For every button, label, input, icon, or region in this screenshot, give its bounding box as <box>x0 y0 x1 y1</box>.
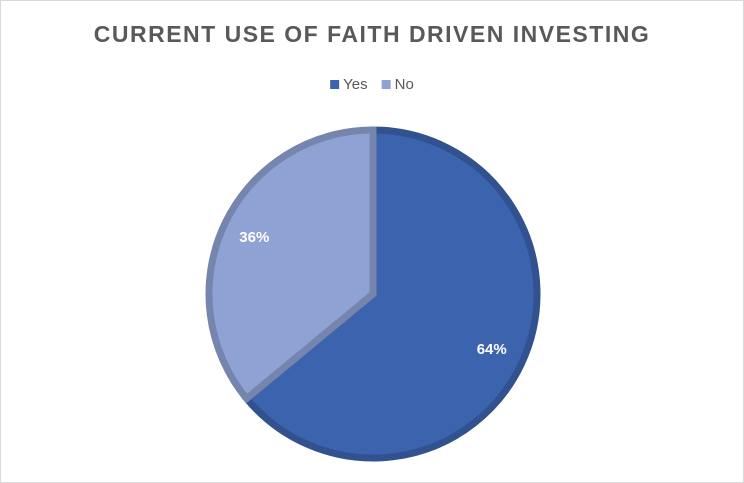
pie: 64% 36% <box>205 126 541 462</box>
pie-slice <box>205 126 377 404</box>
data-label: 64% <box>477 341 507 358</box>
legend-label: Yes <box>343 76 367 93</box>
legend-swatch <box>330 80 340 89</box>
legend-swatch <box>381 80 391 89</box>
legend-label: No <box>395 76 414 93</box>
pie-slice <box>241 126 541 462</box>
legend: Yes No <box>330 76 414 93</box>
data-label: 36% <box>239 229 269 246</box>
chart-title: CURRENT USE OF FAITH DRIVEN INVESTING <box>94 21 650 47</box>
